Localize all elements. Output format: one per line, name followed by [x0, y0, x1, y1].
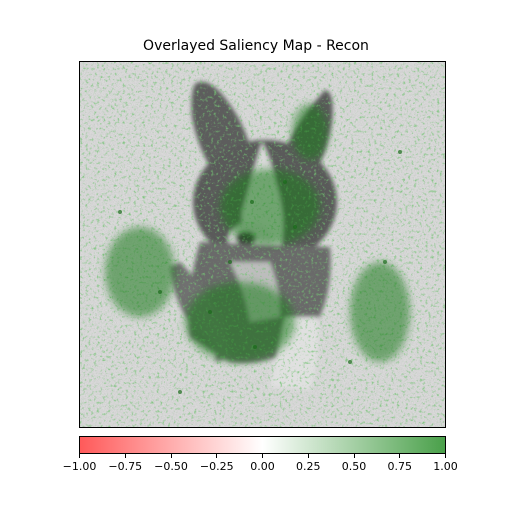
colorbar-tick — [262, 454, 263, 458]
saliency-image — [79, 61, 446, 428]
colorbar-tick-label: 0.25 — [296, 460, 321, 473]
colorbar-tick — [353, 454, 355, 458]
colorbar-gradient — [79, 436, 446, 454]
colorbar-tick-label: −0.25 — [199, 460, 234, 473]
colorbar-tick-label: 0.75 — [387, 460, 413, 473]
colorbar-tick-label: −0.75 — [108, 460, 143, 473]
colorbar-tick — [216, 454, 218, 458]
colorbar-ticks: −1.00 −0.75 −0.50 −0.25 0.00 0.25 0.50 0.75 1.00 — [0, 454, 512, 484]
colorbar-tick-label: 0.00 — [250, 460, 275, 473]
dog-photo-overlay — [80, 62, 445, 427]
figure-title: Overlayed Saliency Map - Recon — [143, 38, 369, 54]
colorbar-tick-label: −0.50 — [154, 460, 188, 473]
colorbar-tick — [445, 454, 446, 458]
colorbar-tick-label: 1.00 — [433, 460, 458, 473]
colorbar-tick — [124, 454, 126, 458]
colorbar-tick-label: −1.00 — [62, 460, 97, 473]
colorbar-tick — [170, 454, 172, 458]
colorbar-tick — [79, 454, 80, 458]
colorbar-tick — [399, 454, 401, 458]
colorbar-tick — [307, 454, 309, 458]
colorbar-tick-label: 0.50 — [341, 460, 367, 473]
